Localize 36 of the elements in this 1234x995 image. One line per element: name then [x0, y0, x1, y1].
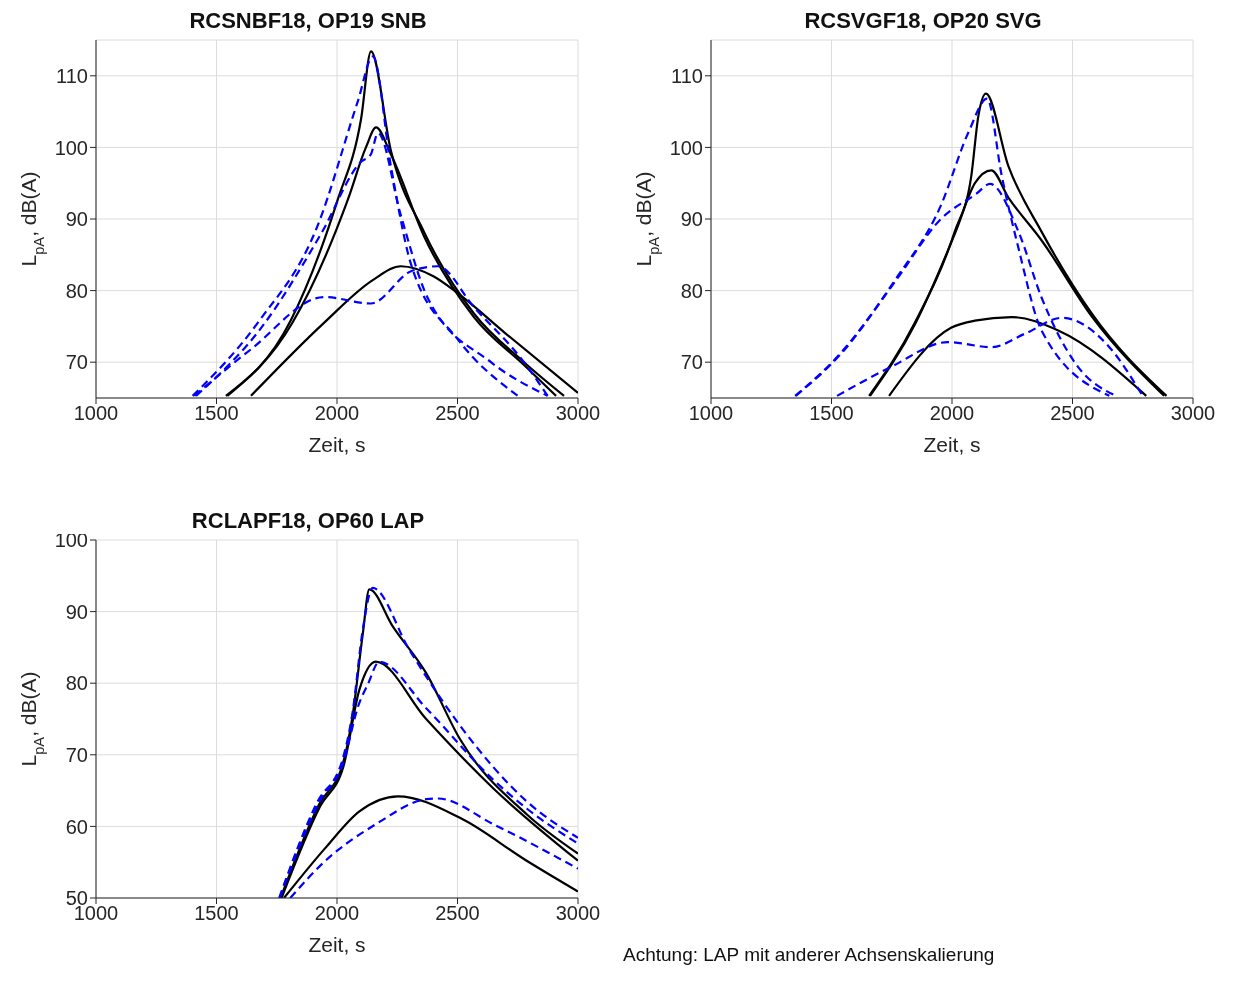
y-tick-label: 60 [65, 815, 88, 838]
x-tick-label: 1500 [809, 402, 854, 425]
y-tick-label: 70 [65, 351, 88, 374]
y-tick-label: 90 [65, 208, 88, 231]
y-tick-label: 100 [669, 136, 703, 159]
x-axis-title: Zeit, s [308, 433, 366, 456]
x-tick-label: 2500 [1050, 402, 1095, 425]
y-tick-label: 90 [65, 600, 88, 623]
y-tick-label: 70 [65, 743, 88, 766]
x-tick-label: 2000 [314, 402, 360, 425]
y-tick-label: 90 [680, 208, 703, 231]
x-tick-label: 1500 [194, 402, 239, 425]
x-tick-label: 2500 [435, 902, 480, 925]
y-tick-label: 80 [65, 672, 88, 695]
y-tick-label: 110 [671, 64, 703, 87]
chart-title: RCSNBF18, OP19 SNB [188, 8, 428, 34]
x-tick-label: 2500 [435, 402, 480, 425]
x-tick-label: 1000 [73, 402, 119, 425]
x-tick-label: 1000 [688, 402, 734, 425]
x-tick-label: 3000 [555, 402, 601, 425]
x-axis-title: Zeit, s [308, 933, 366, 956]
x-axis-title: Zeit, s [923, 433, 981, 456]
x-tick-label: 2000 [314, 902, 360, 925]
y-tick-label: 80 [65, 279, 88, 302]
x-tick-label: 3000 [555, 902, 601, 925]
y-tick-label: 80 [680, 279, 703, 302]
x-tick-label: 3000 [1170, 402, 1216, 425]
y-tick-label: 100 [54, 136, 88, 159]
y-tick-label: 110 [56, 64, 88, 87]
y-tick-label: 70 [680, 351, 703, 374]
chart-title: RCSVGF18, OP20 SVG [803, 8, 1043, 34]
y-tick-label: 100 [54, 529, 88, 552]
chart-title: RCLAPF18, OP60 LAP [191, 508, 425, 533]
text: Achtung: LAP mit anderer Achsenskalierung [623, 944, 995, 966]
x-tick-label: 2000 [929, 402, 975, 425]
x-tick-label: 1500 [194, 902, 239, 925]
